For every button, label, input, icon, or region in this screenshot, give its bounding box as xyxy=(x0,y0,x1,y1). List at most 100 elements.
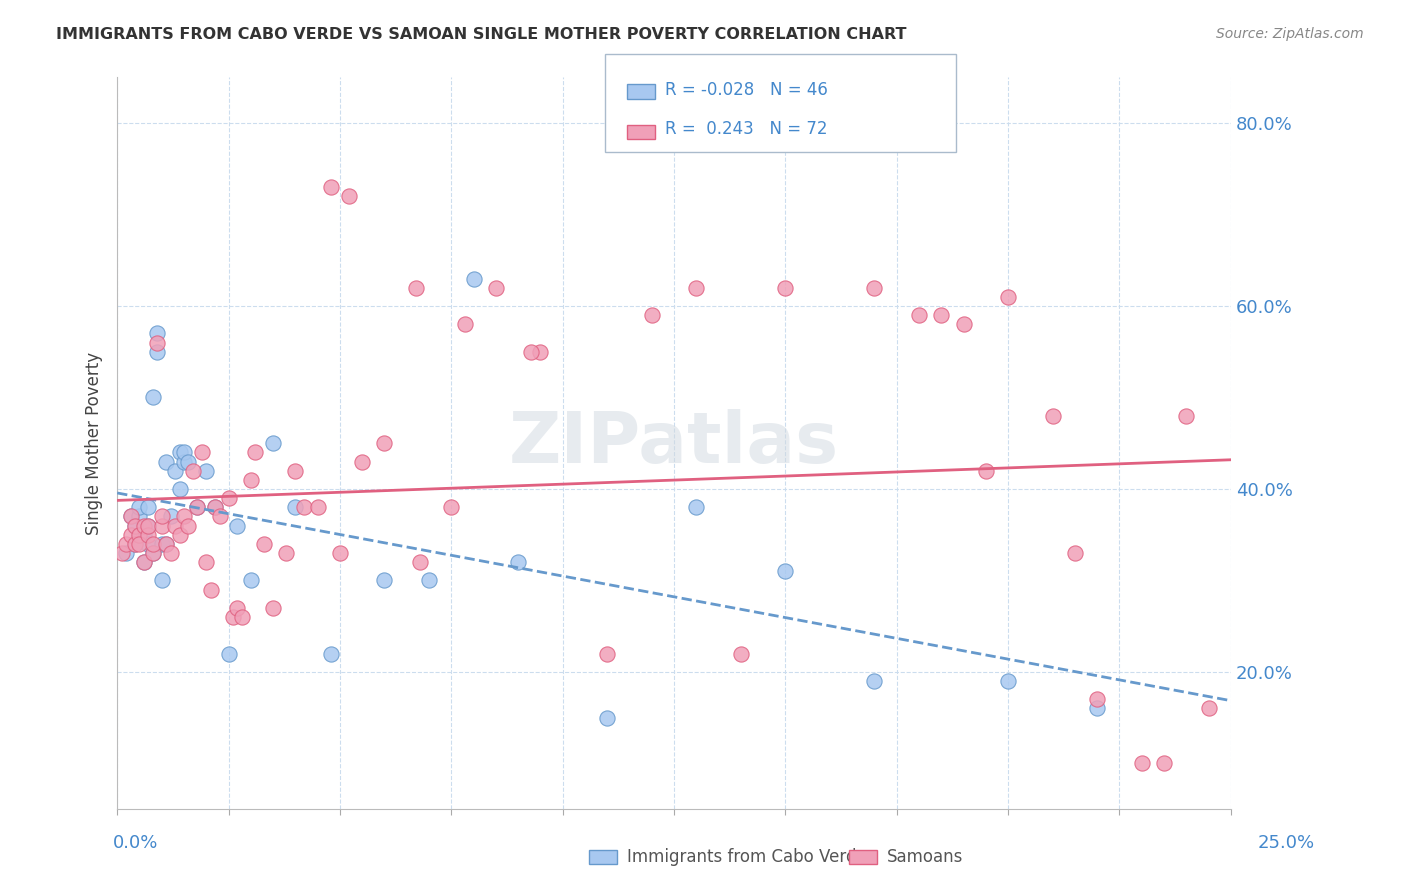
Point xyxy=(222,610,245,624)
Point xyxy=(262,600,284,615)
Point xyxy=(191,445,214,459)
Point xyxy=(138,500,160,515)
Point xyxy=(173,454,195,468)
Point xyxy=(165,518,187,533)
Point xyxy=(200,582,222,597)
Point xyxy=(685,500,707,515)
Point xyxy=(373,574,395,588)
Text: ZIPatlas: ZIPatlas xyxy=(509,409,839,478)
Point xyxy=(111,546,134,560)
Point xyxy=(128,537,150,551)
Point xyxy=(155,537,177,551)
Point xyxy=(169,527,191,541)
Point xyxy=(373,436,395,450)
Point xyxy=(124,518,146,533)
Point xyxy=(1153,756,1175,771)
Point xyxy=(159,546,181,560)
Point xyxy=(132,518,155,533)
Point xyxy=(1198,701,1220,715)
Point xyxy=(231,610,253,624)
Point xyxy=(908,308,931,322)
Point xyxy=(115,537,138,551)
Point xyxy=(138,527,160,541)
Point xyxy=(165,464,187,478)
Point xyxy=(409,555,432,569)
Point xyxy=(253,537,276,551)
Text: R =  0.243   N = 72: R = 0.243 N = 72 xyxy=(665,120,828,138)
Text: Immigrants from Cabo Verde: Immigrants from Cabo Verde xyxy=(627,848,868,866)
Point xyxy=(226,600,249,615)
Point xyxy=(177,518,200,533)
Point xyxy=(463,271,485,285)
Point xyxy=(1085,692,1108,706)
Point xyxy=(440,500,463,515)
Point xyxy=(1130,756,1153,771)
Point xyxy=(352,454,374,468)
Point xyxy=(146,344,169,359)
Point xyxy=(177,454,200,468)
Text: 25.0%: 25.0% xyxy=(1257,834,1315,852)
Point xyxy=(186,500,208,515)
Point xyxy=(120,509,142,524)
Point xyxy=(115,546,138,560)
Point xyxy=(239,473,262,487)
Point xyxy=(418,574,440,588)
Point xyxy=(596,710,619,724)
Point xyxy=(641,308,664,322)
Point xyxy=(124,518,146,533)
Point xyxy=(146,335,169,350)
Point xyxy=(405,281,427,295)
Point xyxy=(775,564,797,578)
Point xyxy=(997,673,1019,688)
Text: 0.0%: 0.0% xyxy=(112,834,157,852)
Point xyxy=(138,518,160,533)
Point xyxy=(173,509,195,524)
Text: IMMIGRANTS FROM CABO VERDE VS SAMOAN SINGLE MOTHER POVERTY CORRELATION CHART: IMMIGRANTS FROM CABO VERDE VS SAMOAN SIN… xyxy=(56,27,907,42)
Point xyxy=(195,555,218,569)
Point xyxy=(226,518,249,533)
Point xyxy=(239,574,262,588)
Point xyxy=(142,391,165,405)
Point xyxy=(186,500,208,515)
Point xyxy=(1064,546,1087,560)
Point xyxy=(596,647,619,661)
Point xyxy=(128,509,150,524)
Point xyxy=(204,500,226,515)
Point xyxy=(169,482,191,496)
Point xyxy=(292,500,315,515)
Point xyxy=(181,464,204,478)
Point xyxy=(1085,701,1108,715)
Point xyxy=(218,491,240,505)
Point xyxy=(150,574,173,588)
Point xyxy=(159,509,181,524)
Point xyxy=(952,318,974,332)
Point xyxy=(132,555,155,569)
Point xyxy=(173,445,195,459)
Point xyxy=(124,537,146,551)
Point xyxy=(150,509,173,524)
Point xyxy=(520,344,543,359)
Point xyxy=(150,518,173,533)
Point xyxy=(775,281,797,295)
Point xyxy=(863,281,886,295)
Point xyxy=(974,464,997,478)
Point xyxy=(329,546,352,560)
Point xyxy=(284,500,307,515)
Point xyxy=(150,537,173,551)
Text: Samoans: Samoans xyxy=(887,848,963,866)
Point xyxy=(307,500,329,515)
Point xyxy=(169,445,191,459)
Point xyxy=(142,537,165,551)
Point xyxy=(128,527,150,541)
Point xyxy=(506,555,529,569)
Point xyxy=(485,281,508,295)
Point xyxy=(208,509,231,524)
Point xyxy=(997,290,1019,304)
Point xyxy=(262,436,284,450)
Point xyxy=(120,509,142,524)
Point xyxy=(124,537,146,551)
Point xyxy=(155,454,177,468)
Point xyxy=(195,464,218,478)
Text: R = -0.028   N = 46: R = -0.028 N = 46 xyxy=(665,81,828,99)
Point xyxy=(284,464,307,478)
